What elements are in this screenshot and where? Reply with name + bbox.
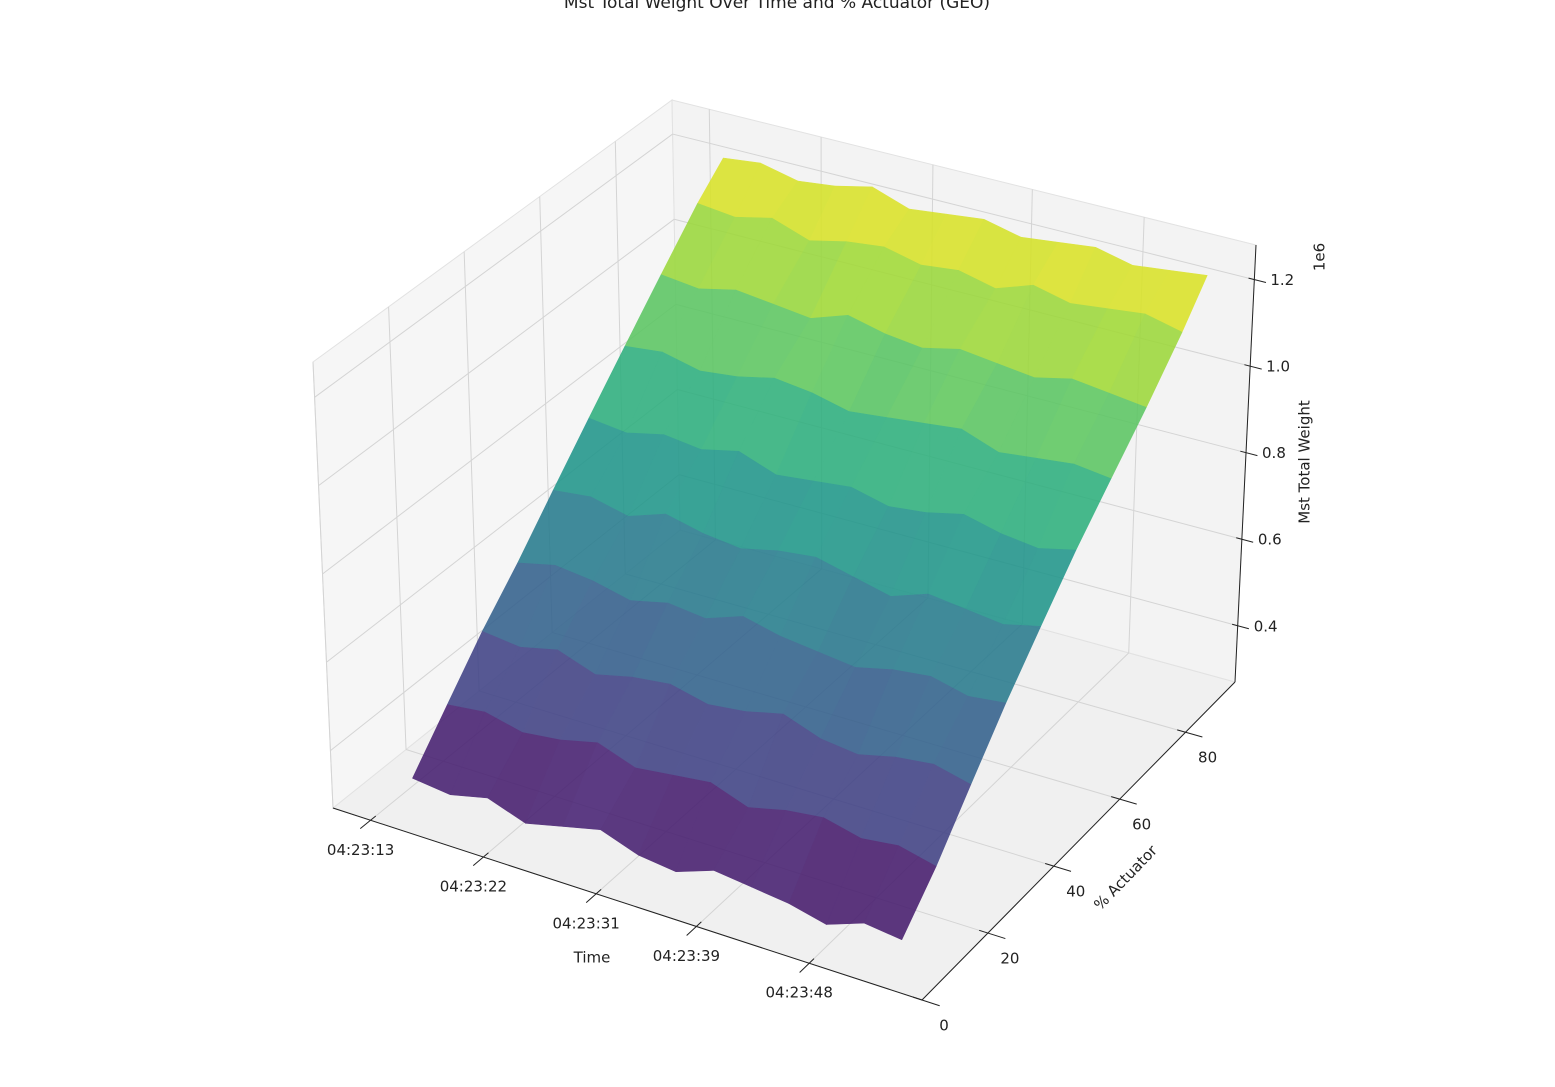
grid-line (312, 361, 334, 809)
y-tick-label: 40 (1066, 883, 1085, 901)
x-tick-label: 04:23:39 (653, 947, 720, 965)
z-tick-label: 0.4 (1254, 617, 1278, 635)
y-tick-label: 60 (1132, 816, 1151, 834)
y-tick (979, 929, 1006, 940)
chart-title: Mst Total Weight Over Time and % Actuato… (564, 0, 990, 13)
z-tick-label: 0.8 (1262, 444, 1286, 462)
grid-line (463, 251, 480, 691)
grid-line (388, 306, 407, 750)
y-tick (913, 996, 940, 1007)
x-tick-label: 04:23:31 (552, 914, 619, 932)
grid-line (314, 133, 673, 398)
axis-line (1234, 244, 1257, 683)
y-tick-label: 80 (1198, 749, 1217, 767)
z-tick (1231, 623, 1250, 630)
x-tick (585, 888, 602, 904)
y-tick (1177, 729, 1203, 738)
x-tick (472, 852, 489, 867)
grid-line (322, 303, 677, 575)
surface-patch (863, 845, 937, 941)
x-tick-label: 04:23:48 (766, 984, 833, 1002)
z-tick-label: 1.2 (1270, 271, 1294, 289)
y-tick-label: 20 (1000, 950, 1019, 968)
axis-line (332, 807, 923, 1001)
x-tick (359, 815, 377, 830)
z-tick-label: 0.6 (1258, 531, 1282, 549)
z-offset-label: 1e6 (1311, 243, 1329, 271)
y-tick (1111, 796, 1137, 805)
x-tick-label: 04:23:22 (440, 878, 507, 896)
y-tick (1045, 862, 1072, 872)
x-axis-label: Time (573, 949, 611, 967)
y-tick-label: 0 (939, 1017, 949, 1035)
z-tick (1248, 277, 1267, 284)
grid-line (672, 133, 1255, 281)
z-tick-label: 1.0 (1266, 358, 1290, 376)
axis-line (921, 681, 1236, 1001)
x-tick (686, 921, 702, 936)
grid-line (318, 218, 675, 487)
y-axis-label: % Actuator (1090, 841, 1161, 914)
surface (412, 157, 1208, 941)
z-tick (1236, 537, 1254, 543)
z-tick (1244, 364, 1262, 370)
x-tick (799, 958, 815, 973)
z-tick (1240, 450, 1258, 457)
z-axis-label: Mst Total Weight (1296, 400, 1314, 524)
x-tick-label: 04:23:13 (327, 841, 394, 859)
